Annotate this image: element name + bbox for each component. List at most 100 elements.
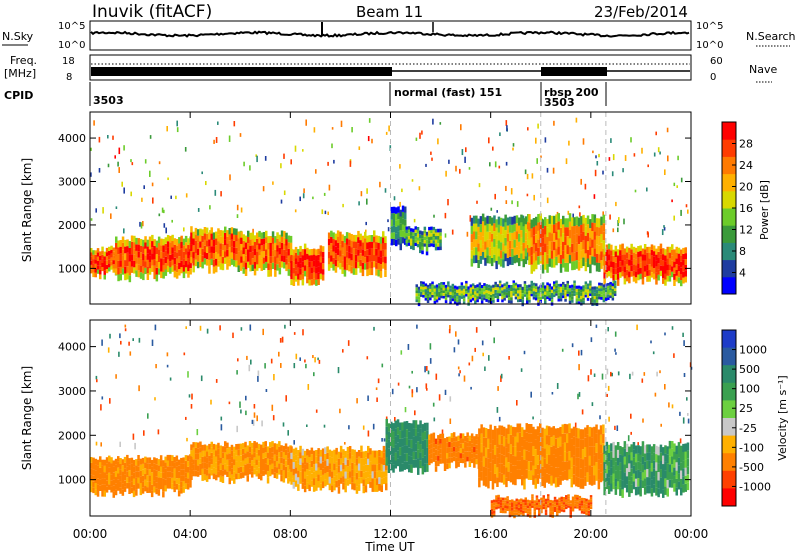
power-band-cell: [495, 260, 498, 270]
velocity-band-cell: [319, 476, 323, 484]
velocity-band-cell: [94, 483, 97, 490]
velocity-band-cell: [292, 462, 296, 469]
power-band-cell: [492, 299, 495, 303]
velocity-band-cell: [484, 428, 488, 438]
power-band-cell: [401, 211, 405, 219]
velocity-band-cell: [357, 463, 361, 471]
velocity-band-cell: [146, 481, 149, 488]
power-echo-cell: [476, 200, 478, 204]
power-band-cell: [142, 273, 145, 281]
power-band-cell: [173, 251, 177, 258]
velocity-band-cell: [405, 437, 409, 446]
power-band-cell: [375, 268, 378, 276]
power-band-cell: [657, 251, 660, 258]
power-band-cell: [641, 254, 645, 261]
velocity-band-cell: [446, 458, 449, 464]
power-band-cell: [230, 252, 234, 259]
power-band-cell: [582, 240, 585, 249]
power-band-cell: [621, 260, 624, 266]
power-band-cell: [373, 236, 376, 243]
velocity-band-cell: [196, 453, 200, 460]
power-band-cell: [382, 243, 385, 250]
power-band-cell: [312, 254, 316, 261]
velocity-band-cell: [414, 420, 418, 429]
velocity-echo-cell: [262, 328, 264, 336]
velocity-band-cell: [355, 479, 359, 487]
velocity-band-cell: [177, 490, 181, 497]
velocity-band-cell: [239, 443, 243, 450]
velocity-band-cell: [96, 472, 100, 479]
power-band-cell: [184, 242, 188, 249]
power-band-cell: [121, 255, 125, 262]
power-band-cell: [460, 282, 464, 286]
velocity-band-cell: [558, 500, 561, 503]
power-band-cell: [535, 283, 538, 287]
power-band-cell: [101, 258, 104, 263]
velocity-band-cell: [175, 466, 179, 473]
power-band-cell: [609, 281, 612, 285]
velocity-band-cell: [373, 485, 377, 492]
freq-block-1: [91, 67, 392, 76]
power-band-cell: [465, 283, 468, 287]
velocity-band-cell: [405, 421, 409, 429]
velocity-band-cell: [664, 461, 667, 471]
velocity-band-cell: [478, 438, 481, 448]
power-echo-cell: [228, 135, 231, 142]
velocity-band-cell: [508, 502, 512, 506]
velocity-band-cell: [535, 497, 539, 501]
power-band-cell: [508, 256, 512, 265]
velocity-band-cell: [237, 443, 240, 450]
velocity-band-cell: [303, 478, 307, 486]
power-band-cell: [90, 256, 93, 261]
power-echo-cell: [582, 138, 585, 145]
velocity-band-cell: [589, 502, 593, 505]
velocity-band-cell: [437, 445, 440, 451]
velocity-band-cell: [607, 461, 611, 470]
power-band-cell: [278, 241, 282, 248]
velocity-echo-cell: [284, 324, 286, 329]
velocity-band-cell: [517, 507, 521, 511]
velocity-band-cell: [542, 497, 545, 500]
velocity-echo-cell: [411, 389, 414, 394]
power-band-cell: [432, 243, 436, 248]
power-band-cell: [139, 259, 143, 266]
velocity-band-cell: [230, 456, 234, 463]
power-band-cell: [557, 254, 560, 264]
velocity-echo-cell: [253, 404, 256, 409]
velocity-band-cell: [196, 465, 200, 471]
power-band-cell: [244, 269, 248, 276]
power-band-cell: [203, 227, 207, 234]
velocity-band-cell: [246, 475, 249, 482]
velocity-band-cell: [264, 446, 267, 453]
power-band-cell: [451, 286, 455, 290]
power-band-cell: [532, 244, 536, 254]
power-band-cell: [399, 236, 402, 244]
power-band-cell: [521, 299, 524, 303]
velocity-band-cell: [419, 444, 422, 453]
velocity-band-cell: [443, 465, 447, 471]
velocity-band-cell: [534, 449, 537, 459]
power-band-cell: [623, 272, 627, 279]
velocity-echo-cell: [305, 363, 307, 369]
velocity-band-cell: [319, 483, 323, 491]
power-band-cell: [162, 258, 165, 266]
velocity-band-cell: [148, 469, 152, 476]
velocity-band-cell: [511, 513, 514, 517]
velocity-band-cell: [108, 472, 111, 479]
power-echo-cell: [444, 233, 447, 238]
power-band-cell: [137, 257, 141, 265]
power-band-cell: [504, 245, 507, 254]
velocity-band-cell: [545, 425, 549, 436]
velocity-band-cell: [593, 426, 596, 437]
power-band-cell: [494, 289, 497, 293]
velocity-band-cell: [597, 429, 601, 440]
velocity-band-cell: [317, 448, 320, 455]
velocity-band-cell: [461, 458, 465, 464]
velocity-band-cell: [333, 456, 336, 464]
power-band-cell: [146, 273, 150, 280]
power-band-cell: [589, 280, 592, 284]
power-band-cell: [555, 222, 558, 232]
velocity-band-cell: [221, 452, 225, 459]
velocity-band-cell: [186, 455, 190, 462]
velocity-band-cell: [496, 457, 499, 468]
